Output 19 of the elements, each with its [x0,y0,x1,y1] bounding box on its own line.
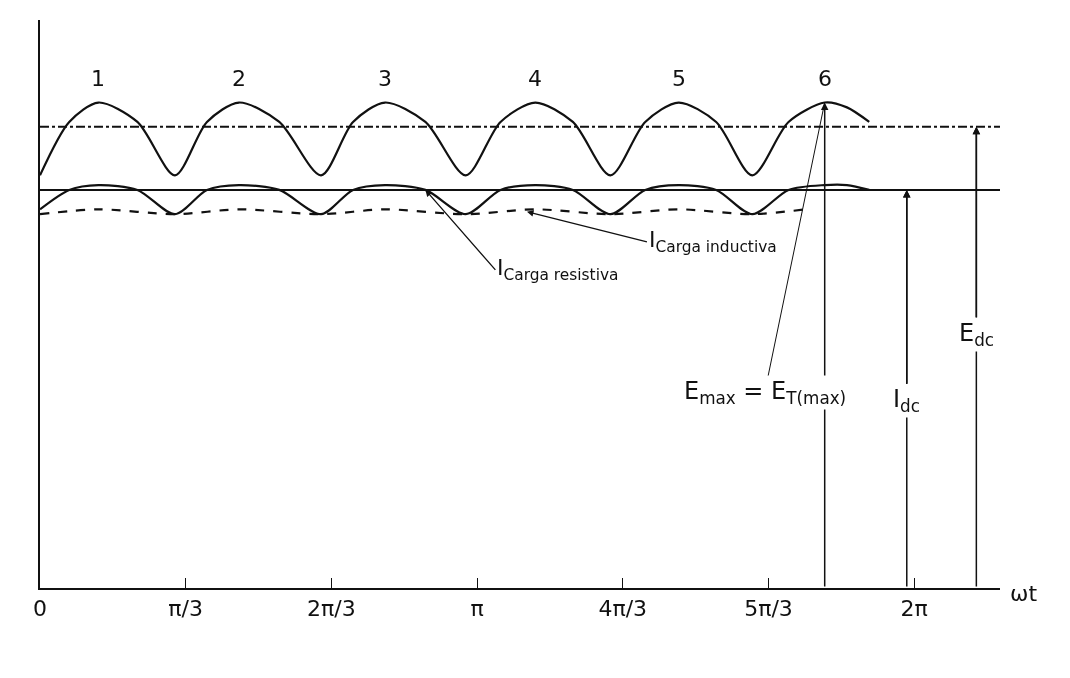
annotation: 4 [528,66,542,91]
ref-line-label: I$_{dc}$ [893,385,920,417]
x-tick-label: 4π/3 [598,596,648,622]
x-tick-label: π [470,596,484,622]
annotation: 3 [378,66,392,91]
annotation: 1 [91,66,105,91]
annotation: I$_{Carga resistiva}$ [497,255,619,284]
annotation: I$_{Carga inductiva}$ [649,227,777,256]
ref-line-label: E$_{dc}$ [959,319,995,351]
x-tick-label: 5π/3 [744,596,793,622]
x-tick-label: 2π [900,596,928,622]
annotation: 6 [818,66,832,91]
x-tick-label: 2π/3 [307,596,356,622]
x-tick-label: π/3 [168,596,204,622]
x-axis-title: ωt [1010,581,1038,606]
annotation: 2 [232,66,246,91]
annotation: 5 [672,66,686,91]
annotation: E$_{max}$ = E$_{T(max)}$ [684,377,847,409]
x-tick-label: 0 [33,596,47,622]
